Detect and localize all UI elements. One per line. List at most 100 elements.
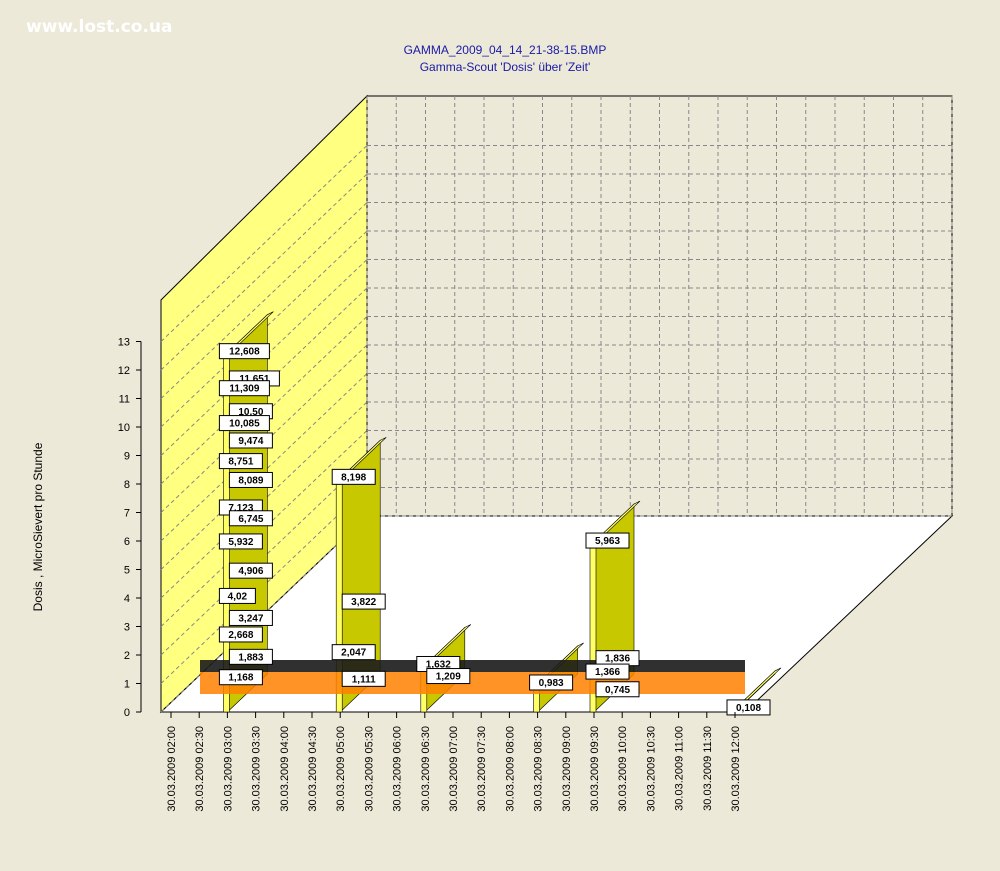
data-label: 1,883 (238, 652, 263, 663)
data-label-box (218, 343, 270, 360)
gridline-side (160, 145, 368, 342)
y-tick-label: 3 (124, 622, 130, 634)
y-tick-label: 12 (118, 365, 130, 377)
data-label: 8,198 (341, 472, 366, 483)
data-label-box (228, 510, 273, 527)
x-tick-label: 30.03.2009 10:30 (645, 726, 657, 812)
y-tick-label: 5 (124, 565, 130, 577)
data-label: 4,906 (238, 566, 263, 577)
y-tick-label: 10 (118, 422, 130, 434)
y-tick-label: 8 (124, 479, 130, 491)
x-tick-label: 30.03.2009 05:30 (363, 726, 375, 812)
data-label-box (529, 674, 574, 691)
data-label-box (218, 380, 270, 397)
x-tick-label: 30.03.2009 02:30 (194, 726, 206, 812)
data-label-box (331, 468, 376, 485)
x-tick-label: 30.03.2009 11:30 (702, 726, 714, 811)
y-tick-label: 6 (124, 536, 130, 548)
data-label: 11,651 (239, 374, 269, 385)
data-label-box (595, 681, 640, 698)
data-label: 5,932 (228, 537, 253, 548)
x-tick-label: 30.03.2009 08:00 (504, 726, 516, 812)
data-label-box (218, 626, 263, 643)
y-tick-label: 0 (124, 707, 130, 719)
y-tick-label: 7 (124, 508, 130, 520)
data-label: 1,836 (605, 654, 630, 665)
x-tick-label: 30.03.2009 08:30 (533, 726, 545, 812)
data-label: 5,963 (595, 536, 620, 547)
chart-subtitle: Gamma-Scout 'Dosis' über 'Zeit' (420, 60, 591, 74)
data-label-box (218, 587, 256, 604)
data-label: 11,309 (229, 384, 259, 395)
data-label-box (228, 562, 273, 579)
x-tick-label: 30.03.2009 03:00 (222, 726, 234, 812)
y-tick-label: 11 (119, 394, 130, 406)
x-tick-label: 30.03.2009 02:00 (166, 726, 178, 812)
data-label-box (218, 415, 270, 432)
data-label-box (426, 668, 471, 685)
x-tick-label: 30.03.2009 04:30 (307, 726, 319, 812)
x-tick-label: 30.03.2009 03:30 (251, 726, 263, 812)
bar (223, 352, 230, 713)
y-tick-label: 9 (124, 451, 130, 463)
data-label: 8,751 (228, 457, 253, 468)
data-label: 2,047 (341, 648, 366, 659)
y-tick-label: 1 (124, 679, 130, 691)
data-label: 0,108 (736, 703, 761, 714)
data-label: 8,089 (238, 475, 263, 486)
x-tick-label: 30.03.2009 05:00 (335, 726, 347, 812)
x-tick-label: 30.03.2009 10:00 (617, 726, 629, 812)
x-tick-label: 30.03.2009 06:30 (420, 726, 432, 812)
data-label: 7,123 (228, 503, 253, 514)
data-label-box (228, 432, 273, 449)
x-tick-label: 30.03.2009 07:00 (448, 726, 460, 812)
y-tick-label: 4 (124, 593, 130, 605)
x-tick-label: 30.03.2009 07:30 (476, 726, 488, 812)
data-label-box (331, 644, 376, 661)
data-label-box (218, 669, 263, 686)
data-label-box (726, 699, 771, 716)
data-label: 3,247 (238, 613, 263, 624)
baseline-band-dark (200, 660, 745, 672)
gridline-side (160, 202, 368, 399)
watermark: www.lost.co.ua (26, 17, 172, 37)
data-label-box (341, 593, 386, 610)
data-label: 1,209 (436, 672, 461, 683)
data-label: 2,668 (228, 630, 253, 641)
gridline-side (160, 173, 368, 371)
data-label-box (228, 648, 273, 665)
x-tick-label: 30.03.2009 06:00 (392, 726, 404, 812)
data-label-box (585, 663, 630, 680)
x-tick-label: 30.03.2009 11:00 (674, 726, 686, 811)
y-tick-label: 13 (118, 337, 130, 349)
data-label: 1,168 (228, 673, 253, 684)
x-tick-label: 30.03.2009 09:30 (589, 726, 601, 812)
chart-title: GAMMA_2009_04_14_21-38-15.BMP (404, 43, 607, 57)
data-label-box (218, 533, 263, 550)
data-label: 0,983 (539, 678, 564, 689)
data-label: 3,822 (351, 597, 376, 608)
x-axis: 30.03.2009 02:00 30.03.2009 02:30 30.03.20… (166, 712, 742, 812)
data-label: 1,632 (426, 659, 451, 670)
x-tick-label: 30.03.2009 09:00 (561, 726, 573, 812)
data-label: 9,474 (238, 436, 263, 447)
y-tick-label: 2 (124, 650, 130, 662)
baseline-band (200, 672, 745, 694)
data-label: 1,366 (595, 667, 620, 678)
data-label-box (218, 453, 263, 470)
data-label: 1,111 (352, 674, 376, 685)
data-label-box (341, 670, 386, 687)
data-label: 0,745 (605, 685, 630, 696)
data-label-box (228, 471, 273, 488)
data-label-box (585, 532, 630, 549)
data-label: 12,608 (229, 347, 260, 358)
y-axis-label: Dosis , MicroSievert pro Stunde (31, 442, 45, 611)
data-label: 10,50 (238, 407, 263, 418)
data-label: 4,02 (228, 591, 248, 602)
data-label: 10,085 (229, 419, 260, 430)
data-label-box (228, 609, 273, 626)
x-tick-label: 30.03.2009 04:00 (279, 726, 291, 812)
